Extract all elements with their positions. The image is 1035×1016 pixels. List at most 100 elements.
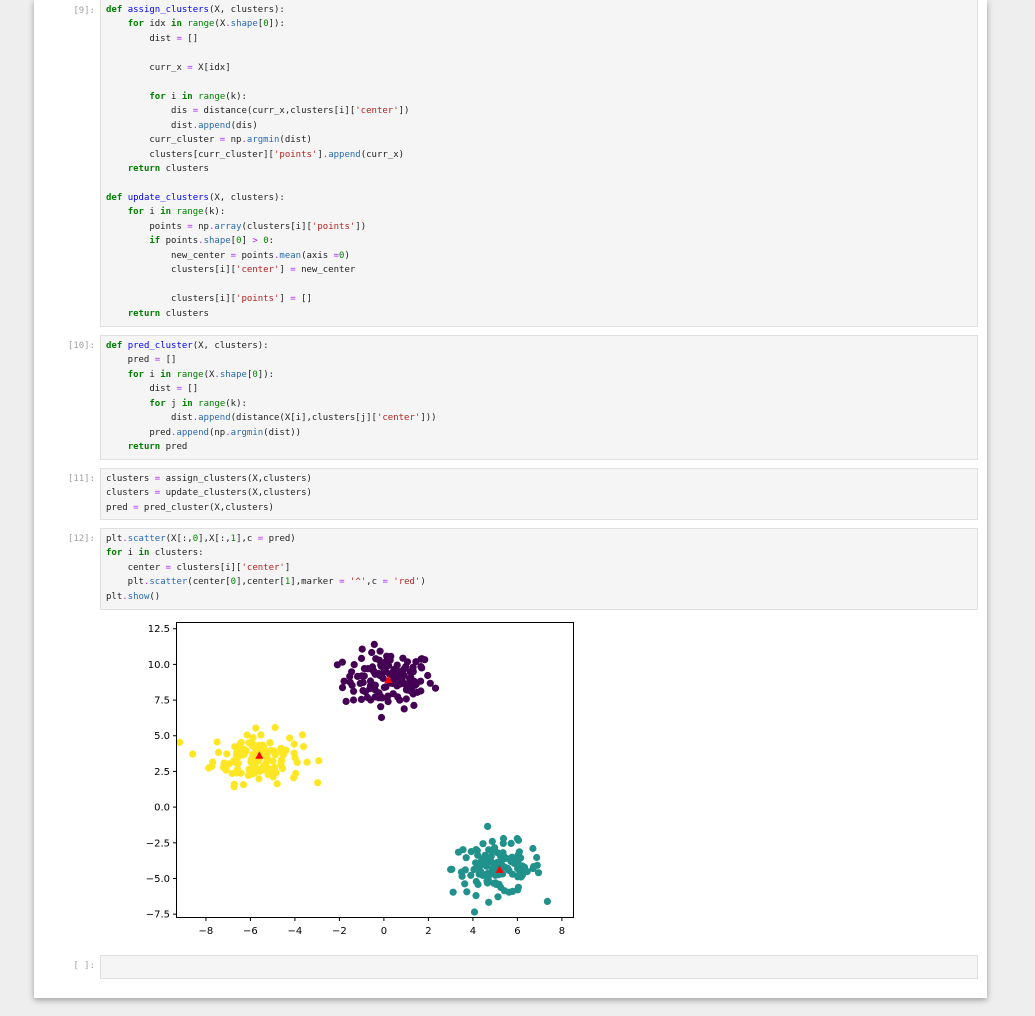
code-cell-12[interactable]: [12]: plt.scatter(X[:,0],X[:,1],c = pred… bbox=[34, 528, 987, 610]
code-token bbox=[106, 236, 149, 246]
empty-cell[interactable]: [ ]: bbox=[34, 955, 987, 979]
scatter-point bbox=[315, 757, 323, 765]
scatter-point bbox=[298, 731, 307, 739]
code-token: in bbox=[160, 207, 172, 218]
code-token: show bbox=[127, 591, 150, 602]
y-tick-label: −7.5 bbox=[146, 910, 170, 921]
scatter-point bbox=[488, 837, 496, 845]
scatter-point bbox=[463, 888, 471, 896]
scatter-point bbox=[431, 684, 440, 692]
scatter-point bbox=[357, 695, 365, 703]
code-input[interactable]: plt.scatter(X[:,0],X[:,1],c = pred) for … bbox=[100, 528, 978, 610]
code-token: . bbox=[225, 19, 231, 30]
code-token: range bbox=[198, 91, 226, 102]
code-input[interactable]: clusters = assign_clusters(X,clusters) c… bbox=[100, 468, 978, 520]
code-token: . bbox=[214, 369, 220, 380]
code-token: in bbox=[160, 369, 172, 380]
scatter-point bbox=[529, 844, 537, 853]
scatter-point bbox=[357, 654, 366, 662]
scatter-point bbox=[290, 774, 298, 782]
code-token: [ bbox=[246, 369, 253, 380]
code-token: i bbox=[143, 207, 161, 218]
scatter-point bbox=[382, 663, 390, 671]
scatter-point bbox=[244, 771, 252, 779]
code-token: (curr_x) bbox=[360, 149, 405, 160]
code-token: range bbox=[198, 398, 226, 409]
code-text[interactable]: def pred_cluster(X, clusters): pred = []… bbox=[106, 339, 977, 455]
scatter-point bbox=[426, 679, 434, 687]
scatter-point bbox=[263, 752, 271, 760]
code-token: clusters[i][ bbox=[106, 265, 237, 276]
scatter-point bbox=[272, 769, 280, 777]
code-token: ,c bbox=[366, 577, 383, 588]
scatter-point bbox=[505, 866, 513, 874]
y-tick-label: 7.5 bbox=[154, 696, 170, 707]
code-input[interactable] bbox=[100, 955, 978, 979]
scatter-point bbox=[400, 705, 408, 713]
scatter-point bbox=[515, 848, 523, 856]
scatter-point bbox=[176, 738, 184, 746]
code-input[interactable]: def pred_cluster(X, clusters): pred = []… bbox=[100, 335, 978, 460]
code-token: 0 bbox=[230, 577, 237, 588]
code-token: for bbox=[149, 398, 166, 409]
code-token: (dist) bbox=[279, 135, 312, 146]
code-token: i bbox=[165, 91, 182, 102]
scatter-point bbox=[518, 862, 526, 870]
code-token: () bbox=[149, 591, 161, 602]
code-token bbox=[106, 399, 149, 409]
code-token: return bbox=[127, 163, 161, 174]
code-token: update_clusters(X,clusters) bbox=[160, 488, 312, 499]
code-token: distance(curr_x,clusters[i][ bbox=[198, 106, 356, 117]
code-token: 'red' bbox=[393, 577, 421, 588]
code-token: = bbox=[154, 474, 161, 484]
scatter-point bbox=[467, 871, 475, 879]
code-token: pred) bbox=[263, 534, 296, 544]
code-cell-11[interactable]: [11]: clusters = assign_clusters(X,clust… bbox=[34, 468, 987, 520]
code-token: pred bbox=[160, 442, 188, 453]
code-cell-9[interactable]: [9]: def assign_clusters(X, clusters): f… bbox=[34, 0, 987, 327]
y-tick-label: 10.0 bbox=[148, 660, 170, 671]
scatter-point bbox=[472, 846, 480, 854]
code-token: points bbox=[160, 236, 199, 247]
code-token: new_center bbox=[295, 265, 356, 276]
code-token: pred bbox=[106, 502, 134, 513]
code-token: . bbox=[122, 591, 128, 602]
code-token: shape bbox=[219, 369, 247, 380]
scatter-point bbox=[354, 672, 362, 680]
scatter-point bbox=[290, 740, 298, 748]
code-token: range bbox=[176, 369, 204, 380]
code-token: 'points' bbox=[236, 294, 280, 305]
code-input[interactable]: def assign_clusters(X, clusters): for id… bbox=[100, 0, 978, 327]
code-text[interactable]: plt.scatter(X[:,0],X[:,1],c = pred) for … bbox=[106, 532, 977, 604]
code-token: (distance(X[i],clusters[j][ bbox=[230, 413, 377, 424]
scatter-point bbox=[482, 862, 490, 870]
code-token: 0 bbox=[252, 369, 258, 380]
code-token bbox=[106, 309, 128, 319]
code-text[interactable]: def assign_clusters(X, clusters): for id… bbox=[106, 3, 977, 321]
scatter-point bbox=[366, 682, 375, 690]
code-text[interactable]: clusters = assign_clusters(X,clusters) c… bbox=[106, 472, 977, 515]
code-cell-10[interactable]: [10]: def pred_cluster(X, clusters): pre… bbox=[34, 335, 987, 460]
code-token: scatter bbox=[149, 577, 188, 588]
scatter-point bbox=[400, 671, 408, 680]
code-token: = bbox=[333, 250, 340, 261]
code-token: ] bbox=[317, 149, 323, 160]
code-token: (X[:, bbox=[165, 534, 193, 544]
x-axis-ticks: −8 −6 −4 −2 0 2 4 6 8 bbox=[199, 917, 565, 937]
code-token: ],X[:, bbox=[198, 534, 231, 544]
code-token: [ bbox=[257, 19, 264, 30]
code-token: (k): bbox=[225, 398, 247, 409]
code-token: (axis bbox=[301, 250, 334, 261]
code-token: (np bbox=[208, 427, 226, 438]
scatter-point bbox=[474, 851, 482, 859]
code-token: in bbox=[138, 548, 150, 559]
code-token: pred_cluster bbox=[127, 341, 193, 351]
code-token: 1 bbox=[284, 577, 291, 588]
code-token: append bbox=[176, 427, 209, 438]
code-token: dist bbox=[106, 33, 177, 44]
code-token: 1 bbox=[230, 534, 237, 544]
code-token: . bbox=[171, 427, 177, 438]
code-token: = bbox=[165, 562, 172, 573]
code-token: pred bbox=[106, 355, 155, 366]
code-token: = bbox=[154, 355, 161, 366]
